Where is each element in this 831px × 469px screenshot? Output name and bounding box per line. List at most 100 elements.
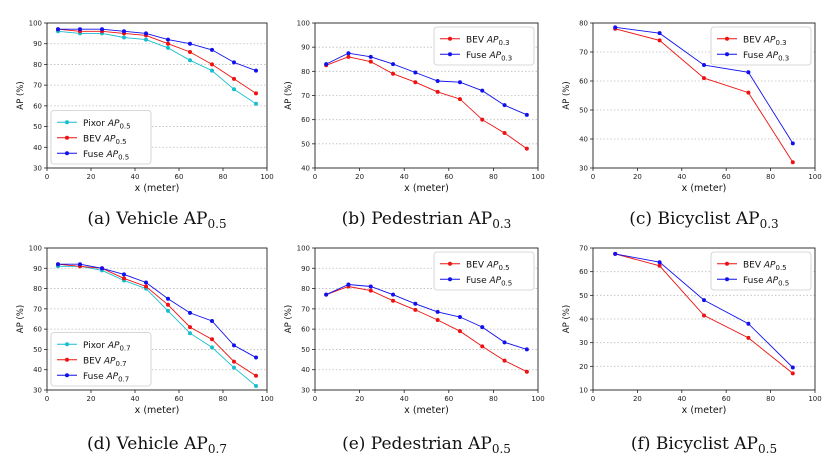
data-point-fuse (100, 266, 104, 271)
data-point-fuse (790, 141, 795, 146)
y-tick-label: 100 (297, 245, 310, 253)
legend-entry: BEV AP0.3 (743, 35, 787, 47)
x-tick-label: 80 (489, 395, 498, 403)
y-tick-label: 100 (29, 245, 42, 253)
data-point-fuse (746, 70, 751, 75)
series-line-fuse (58, 263, 257, 358)
x-tick-label: 60 (444, 395, 453, 403)
data-point-bev (413, 307, 418, 312)
data-point-pixor (210, 345, 214, 350)
legend-entry: Fuse AP0.5 (743, 276, 789, 288)
data-point-fuse (457, 314, 462, 319)
y-tick-label: 30 (33, 165, 42, 173)
legend-entry: BEV AP0.5 (743, 260, 787, 272)
data-point-pixor (188, 58, 192, 63)
y-tick-label: 70 (33, 305, 42, 313)
plot-frame (592, 22, 816, 169)
legend-swatch-marker (65, 120, 69, 125)
x-tick-label: 40 (131, 395, 140, 403)
legend-box (710, 251, 812, 291)
data-point-bev (746, 335, 751, 340)
data-point-bev (790, 160, 795, 165)
x-tick-label: 40 (400, 395, 409, 403)
data-point-fuse (210, 47, 214, 52)
data-point-fuse (78, 262, 82, 267)
y-tick-label: 40 (33, 366, 42, 374)
data-point-bev (435, 318, 440, 323)
legend-swatch-marker (65, 135, 69, 140)
data-point-fuse (502, 103, 507, 108)
y-tick-label: 80 (301, 68, 310, 76)
data-point-bev (254, 373, 258, 378)
plot-frame (46, 22, 268, 169)
x-tick-label: 0 (313, 395, 317, 403)
legend: Pixor AP0.5 BEV AP0.5 Fuse AP0.5 (50, 110, 152, 165)
legend-entry: BEV AP0.5 (466, 260, 510, 272)
legend-box (433, 251, 535, 291)
x-tick-label: 80 (766, 173, 775, 181)
y-tick-label: 40 (579, 136, 588, 144)
data-point-fuse (457, 80, 462, 85)
data-point-fuse (435, 309, 440, 314)
legend-swatch-marker (65, 357, 69, 362)
x-tick-label: 100 (808, 173, 821, 181)
data-point-fuse (122, 272, 126, 277)
x-tick-label: 100 (531, 173, 544, 181)
data-point-bev (188, 50, 192, 54)
x-tick-label: 20 (355, 395, 364, 403)
data-point-bev (232, 76, 236, 81)
y-tick-label: 40 (579, 316, 588, 324)
chart-panel: 40 50 60 70 80 90 100 0 20 40 60 80 100 x (meter) AP (… (284, 20, 545, 232)
y-tick-label: 70 (301, 305, 310, 313)
x-tick-label: 100 (260, 173, 273, 181)
x-axis-label: x (meter) (135, 183, 180, 194)
legend-entry: BEV AP0.5 (83, 134, 127, 146)
x-tick-label: 40 (677, 395, 686, 403)
x-tick-label: 20 (633, 173, 642, 181)
y-tick-label: 50 (579, 107, 588, 115)
legend-entry: BEV AP0.7 (83, 356, 127, 368)
plot-frame (314, 247, 539, 391)
x-tick-label: 20 (87, 173, 96, 181)
data-point-fuse (413, 301, 418, 306)
y-tick-label: 30 (301, 387, 310, 395)
y-tick-label: 100 (297, 20, 310, 28)
y-tick-label: 40 (33, 144, 42, 152)
data-point-bev (702, 313, 706, 318)
y-tick-label: 50 (33, 123, 42, 131)
data-point-fuse (56, 27, 60, 32)
data-point-fuse (613, 25, 618, 30)
data-point-bev (480, 117, 485, 122)
series-line-fuse (325, 284, 528, 350)
x-tick-label: 0 (313, 173, 317, 181)
x-tick-label: 80 (489, 173, 498, 181)
y-tick-label: 90 (301, 44, 310, 52)
data-point-bev (435, 89, 440, 94)
data-point-fuse (210, 319, 214, 324)
x-tick-label: 60 (722, 173, 731, 181)
legend-entry: Fuse AP0.3 (743, 51, 789, 63)
legend-swatch-marker (725, 52, 729, 57)
data-point-bev (457, 97, 462, 102)
chart-panel: 10 20 30 40 50 60 70 0 20 40 60 80 100 x (meter) AP (%… (562, 245, 822, 457)
y-tick-label: 90 (33, 40, 42, 48)
x-tick-label: 20 (355, 173, 364, 181)
legend-swatch-marker (65, 373, 69, 378)
data-point-pixor (232, 365, 236, 370)
x-tick-label: 40 (131, 173, 140, 181)
y-tick-label: 30 (579, 165, 588, 173)
series-line-bev (57, 263, 257, 377)
data-point-pixor (166, 45, 170, 50)
y-tick-label: 60 (301, 116, 310, 124)
y-tick-label: 30 (579, 339, 588, 347)
data-point-bev (391, 71, 396, 76)
data-point-fuse (413, 70, 418, 75)
data-point-bev (254, 91, 258, 96)
data-point-fuse (657, 260, 662, 265)
chart-panel: 30 40 50 60 70 80 90 100 0 20 40 60 80 100 x (meter) AP… (16, 245, 274, 457)
y-tick-label: 60 (579, 78, 588, 86)
data-point-fuse (188, 310, 192, 315)
data-point-bev (524, 369, 529, 374)
x-tick-label: 40 (400, 173, 409, 181)
series-line-bev (325, 286, 528, 373)
